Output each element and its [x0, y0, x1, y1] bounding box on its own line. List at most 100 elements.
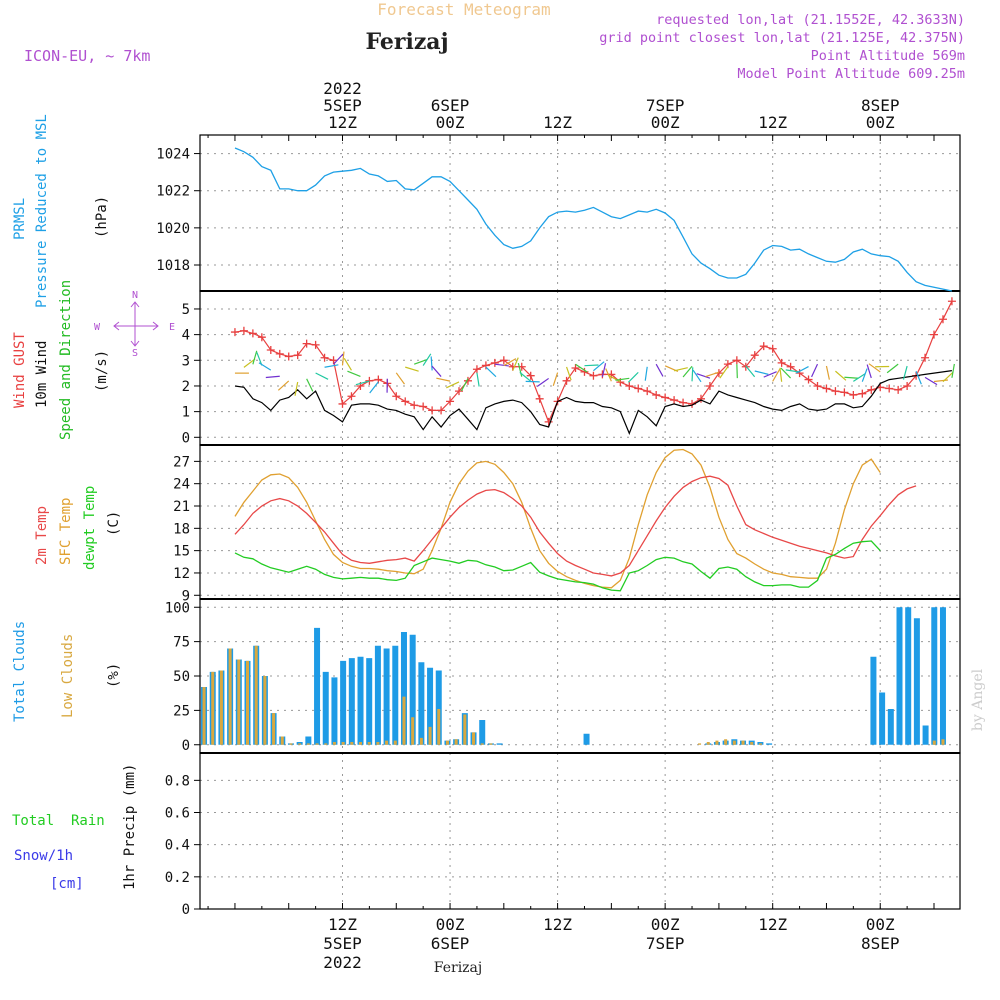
gust-marker — [302, 339, 311, 348]
precip-unit: 1hr Precip (mm) — [122, 764, 138, 890]
total-cloud-bar — [357, 656, 364, 745]
total-cloud-bar — [331, 677, 338, 745]
snow-label: Snow/1h — [14, 848, 73, 864]
time-label-bottom: 00Z — [866, 915, 895, 934]
time-label-top: 12Z — [758, 113, 787, 132]
super-title: Forecast Meteogram — [377, 0, 550, 19]
total-cloud-bar — [896, 607, 903, 745]
wind-arrow — [422, 353, 432, 366]
low-cloud-bar — [411, 717, 415, 745]
compass-arrow-w — [113, 321, 120, 331]
wind-arrow — [347, 370, 361, 377]
low-cloud-bar — [489, 743, 493, 745]
low-cloud-bar — [324, 743, 328, 745]
low-cloud-bar — [228, 648, 232, 745]
gust-marker — [338, 399, 347, 408]
wind-arrow — [844, 376, 859, 379]
total-cloud-bar — [427, 667, 434, 745]
gust-marker — [446, 397, 455, 406]
time-label-bottom: 6SEP — [431, 934, 470, 953]
total-cloud-bar — [305, 736, 312, 745]
gust-marker — [410, 401, 419, 410]
wind-arrow — [902, 365, 908, 380]
ytick-label: 100 — [165, 600, 190, 616]
low-cloud-bar — [350, 742, 354, 745]
gridpoint-coords: grid point closest lon,lat (21.125E, 42.… — [599, 30, 965, 46]
wind-arrow — [258, 362, 272, 371]
gust-marker — [266, 346, 275, 355]
model-altitude: Model Point Altitude 609.25m — [737, 66, 965, 82]
wind-arrow — [494, 363, 509, 367]
gust-marker — [732, 356, 741, 365]
total-cloud-bar — [340, 660, 347, 745]
ytick-label: 0.4 — [165, 838, 190, 854]
wind-arrow — [593, 361, 605, 372]
ytick-label: 27 — [173, 454, 190, 470]
compass-arrow-e — [152, 321, 159, 331]
low-cloud-bar — [472, 732, 476, 745]
wind-line — [234, 370, 952, 436]
gust-marker — [428, 406, 437, 415]
low-cloud-bar — [306, 743, 310, 745]
low-cloud-bar — [715, 740, 719, 745]
wind-arrow — [256, 352, 263, 366]
gust-marker — [921, 353, 930, 362]
time-label-top: 5SEP — [323, 96, 362, 115]
wind-arrow — [517, 362, 523, 377]
panel-frame — [199, 752, 961, 910]
ytick-label: 21 — [173, 499, 190, 515]
gust-marker — [634, 384, 643, 393]
wind-arrow — [696, 373, 711, 379]
wind-arrow — [294, 381, 299, 396]
wind-arrow — [584, 364, 599, 367]
low-cloud-bar — [393, 740, 397, 745]
gust-marker — [230, 328, 239, 337]
gust-marker — [679, 398, 688, 407]
gust-marker — [275, 349, 284, 358]
panel-frame — [199, 134, 961, 292]
low-cloud-bar — [698, 743, 702, 745]
gust-marker — [293, 351, 302, 360]
rain-label: Total Rain — [12, 813, 105, 829]
point-altitude: Point Altitude 569m — [811, 48, 965, 64]
low-cloud-bar — [758, 743, 762, 745]
wind-arrow — [265, 375, 280, 379]
gust-marker — [311, 340, 320, 349]
gust-marker — [822, 384, 831, 393]
time-label-top: 7SEP — [646, 96, 685, 115]
low-cloud-bar — [445, 740, 449, 745]
wind-arrow — [552, 372, 559, 387]
gust-marker — [625, 381, 634, 390]
ytick-label: 4 — [182, 328, 190, 344]
ytick-label: 2 — [182, 379, 190, 395]
low-cloud-bar — [428, 726, 432, 745]
gust-marker — [938, 315, 947, 324]
ytick-label: 24 — [173, 477, 190, 493]
total-cloud-bar — [496, 743, 503, 745]
wind-arrow — [252, 350, 258, 365]
gust-marker — [499, 356, 508, 365]
low-cloud-label: Low Clouds — [60, 634, 76, 718]
total-cloud-bar — [870, 656, 877, 745]
pressure-line — [234, 147, 953, 292]
wind-arrow — [333, 353, 344, 365]
pressure-label-prmsl: PRMSL — [12, 198, 28, 240]
gust-marker — [284, 352, 293, 361]
gust-marker — [535, 394, 544, 403]
gust-marker — [750, 351, 759, 360]
time-label-bottom: 2022 — [323, 953, 362, 972]
ytick-label: 75 — [173, 635, 190, 651]
wind-arrow — [277, 380, 290, 391]
low-cloud-bar — [419, 737, 423, 745]
wind-arrow — [355, 380, 370, 386]
compass-e: E — [169, 322, 175, 333]
time-label-top: 2022 — [323, 79, 362, 98]
wind-unit: (m/s) — [94, 350, 110, 392]
panel-frame — [199, 444, 961, 600]
total-cloud-bar — [322, 671, 329, 745]
total-cloud-bar — [583, 733, 590, 745]
ytick-label: 18 — [173, 521, 190, 537]
total-cloud-bar — [879, 692, 886, 745]
wind-arrow — [243, 358, 256, 368]
wind-arrow — [446, 381, 460, 389]
